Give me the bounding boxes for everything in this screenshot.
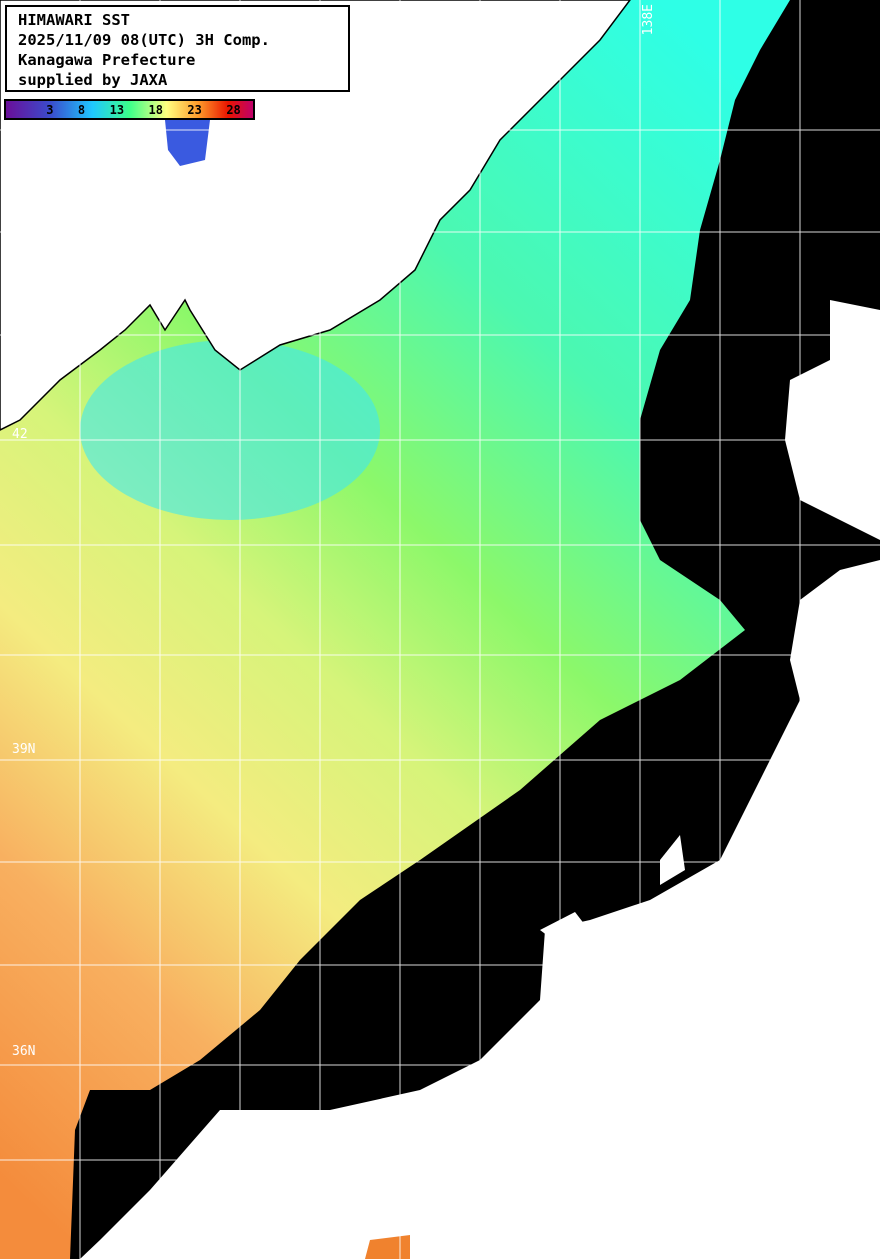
japan-honshu-land: [80, 560, 880, 1259]
title-credit: supplied by JAXA: [18, 71, 168, 89]
noto-peninsula: [540, 912, 585, 945]
hokkaido-land: [785, 300, 880, 540]
scale-tick-18: 18: [148, 102, 163, 117]
cold-lake-patch: [165, 120, 210, 166]
scale-tick-3: 3: [46, 102, 54, 117]
cool-eddy: [80, 340, 380, 520]
scale-tick-23: 23: [187, 102, 202, 117]
warm-patch: [365, 1235, 410, 1259]
title-region: Kanagawa Prefecture: [18, 51, 196, 69]
lat-label-36n: 36N: [12, 1044, 36, 1059]
title-product: HIMAWARI SST: [18, 11, 130, 29]
scale-tick-8: 8: [77, 102, 86, 117]
lat-label-39n: 39N: [12, 742, 36, 757]
lon-label-138e: 138E: [641, 4, 656, 36]
sado-island: [660, 835, 685, 885]
scale-tick-13: 13: [109, 102, 125, 117]
title-box: HIMAWARI SST 2025/11/09 08(UTC) 3H Comp.…: [5, 5, 350, 92]
color-scale-bar: 3 8 13 18 23 28: [4, 99, 255, 120]
lat-label-42: 42: [12, 427, 28, 442]
scale-tick-28: 28: [226, 102, 241, 117]
title-datetime: 2025/11/09 08(UTC) 3H Comp.: [18, 31, 270, 49]
